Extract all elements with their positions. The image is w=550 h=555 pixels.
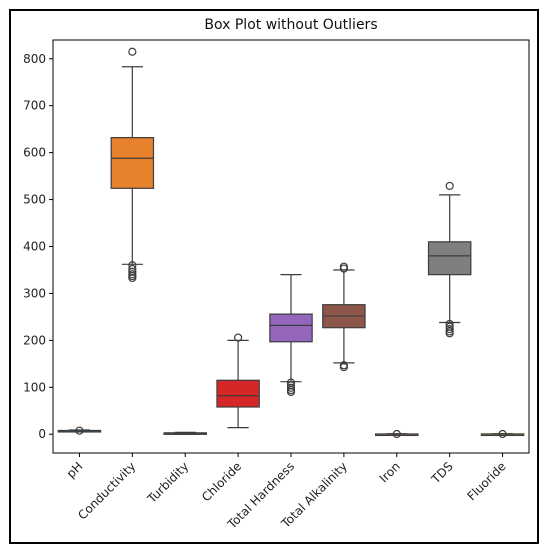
box-ph [57,426,102,435]
y-tick-label: 300 [23,286,46,300]
outlier-point [128,273,137,283]
outlier-point [445,329,454,338]
y-tick-label: 400 [23,240,46,254]
figure-frame [9,9,539,544]
outlier-point [234,333,243,342]
x-tick-label: TDS [428,459,456,487]
box-total-alkalinity [322,262,366,372]
box-iqr [427,241,472,276]
x-tick-label: Turbidity [144,459,191,506]
outlier-point [75,426,84,435]
x-tick-label: Chloride [199,459,244,504]
y-tick-label: 500 [23,193,46,207]
y-tick-label: 800 [23,52,46,66]
y-tick-label: 100 [23,380,46,394]
chart-title: Box Plot without Outliers [204,17,377,33]
outlier-point [128,47,137,56]
y-tick-label: 200 [23,333,46,347]
outlier-point [445,181,454,191]
x-tick-label: Iron [377,459,403,485]
y-tick-label: 600 [23,146,46,160]
box-iron [375,429,419,439]
outlier-point [286,383,296,392]
outlier-point [286,387,296,397]
box-iqr [269,313,313,343]
outlier-point [392,429,401,439]
box-iqr [216,379,260,408]
y-tick-label: 0 [38,427,46,441]
boxes-group [57,47,525,439]
x-tick-label: Fluoride [465,459,509,503]
box-conductivity [110,47,155,283]
outlier-point [445,325,454,334]
y-axis: 0 100 200 300 400 500 600 700 800 [23,52,53,441]
box-tds [427,181,472,338]
outlier-point [128,267,137,276]
box-fluoride [480,429,525,439]
x-tick-label: pH [64,459,86,481]
outlier-point [339,363,348,372]
box-iqr [110,137,155,189]
box-total-hardness [269,274,313,397]
outlier-point [339,264,348,273]
box-turbidity [163,431,207,435]
y-tick-label: 700 [23,99,46,113]
box-chloride [216,333,260,429]
outlier-point [498,429,507,439]
